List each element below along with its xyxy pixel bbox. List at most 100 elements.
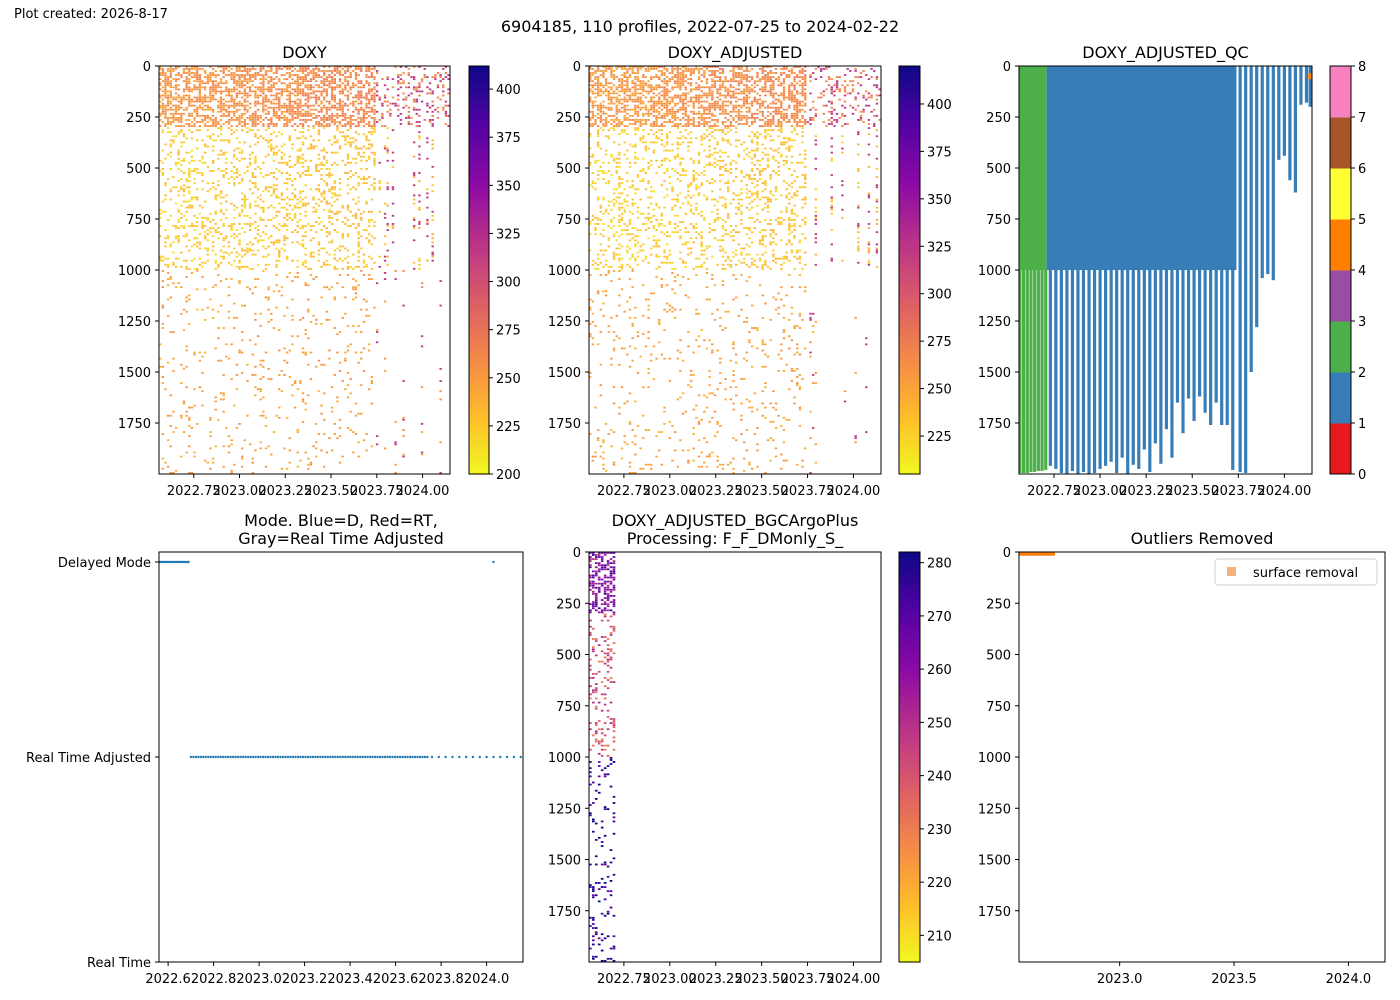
data-cell [174,104,178,107]
data-cell [217,265,220,268]
data-cell [676,72,679,74]
data-cell [251,117,254,119]
data-cell [352,119,355,121]
data-cell [211,227,215,229]
data-cell [188,70,191,72]
data-cell [190,471,194,474]
data-cell [241,80,244,83]
data-cell [658,66,661,68]
data-cell [182,367,186,370]
data-cell [262,161,265,164]
data-cell [262,78,265,81]
data-cell [357,82,360,85]
data-cell [317,121,321,123]
colorbar-band [469,438,489,444]
data-cell [177,131,180,134]
data-cell [676,68,679,70]
data-cell [615,104,618,107]
data-cell [243,439,247,442]
data-cell [442,78,445,81]
data-cell [689,251,693,254]
data-cell [631,237,634,240]
data-cell [320,265,323,268]
data-cell [628,161,632,164]
data-cell [357,455,360,458]
data-cell [602,100,605,103]
data-cell [360,82,363,85]
data-cell [439,380,442,382]
data-cell [663,308,666,311]
data-cell [652,76,656,78]
data-cell [352,96,355,99]
data-cell [291,384,294,387]
colorbar-band [469,341,489,348]
data-cell [333,119,336,121]
data-cell [225,208,228,211]
data-cell [370,257,374,260]
data-cell [602,123,605,125]
data-cell [188,298,191,301]
data-cell [209,92,212,95]
data-cell [196,74,199,76]
data-cell [333,74,336,76]
data-cell [301,68,305,70]
data-cell [275,210,278,213]
data-cell [288,204,292,207]
data-cell [373,157,376,160]
data-cell [628,88,632,91]
data-cell [628,96,632,99]
data-cell [185,310,188,313]
data-cell [233,223,236,225]
data-cell [360,119,363,121]
data-cell [164,257,167,260]
data-cell [188,170,191,172]
data-cell [665,135,669,138]
data-cell [325,161,329,164]
data-cell [301,243,305,246]
data-cell [589,84,592,87]
data-cell [346,349,350,352]
data-cell [164,82,167,85]
data-cell [254,110,257,113]
data-cell [188,172,191,174]
data-cell [299,176,302,178]
data-cell [206,182,209,185]
data-cell [634,192,637,195]
data-cell [301,190,305,193]
data-cell [196,70,199,72]
data-cell [166,96,170,99]
data-cell [283,235,286,238]
data-cell [323,88,326,91]
data-cell [336,70,339,72]
data-cell [328,437,331,440]
data-cell [317,390,321,393]
data-cell [254,212,257,215]
data-cell [238,265,241,268]
data-cell [365,92,368,95]
data-cell [272,188,276,191]
data-cell [596,429,600,431]
data-cell [283,447,286,450]
data-cell [270,186,273,189]
data-cell [333,229,336,231]
data-cell [591,186,595,189]
data-cell [607,121,610,123]
data-cell [238,214,241,217]
data-cell [596,135,600,138]
data-cell [373,117,376,119]
data-cell [407,94,411,97]
data-cell [692,88,695,91]
data-cell [420,423,424,425]
data-cell [591,106,595,109]
data-cell [275,241,278,244]
data-cell [254,157,257,160]
data-cell [198,100,202,103]
data-cell [251,66,254,68]
data-cell [333,161,336,164]
data-cell [367,157,371,160]
data-cell [307,129,310,132]
data-cell [241,331,244,333]
data-cell [391,214,395,217]
data-cell [692,121,695,123]
data-cell [270,90,273,93]
